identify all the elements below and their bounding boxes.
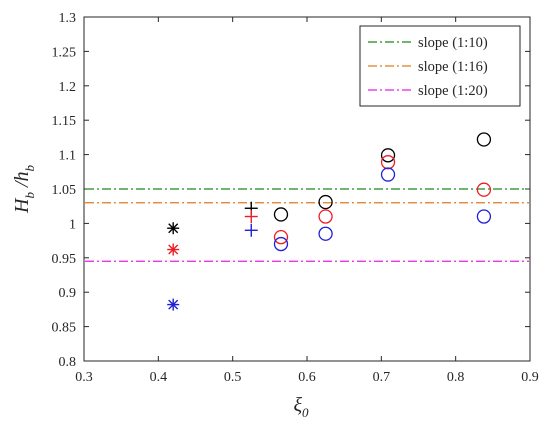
y-tick-label: 0.85 [52,321,77,336]
data-point-asterisk [167,298,180,311]
data-point-circle [380,148,396,163]
data-point-circle [273,207,289,222]
data-point-circle [318,209,333,224]
x-tick-label: 0.9 [521,370,539,385]
asterisk-stroke [168,223,179,234]
x-axis-label-main: ξ [293,394,302,416]
y-label-a-sub: b [22,192,37,199]
y-tick-label: 1.15 [52,114,77,129]
legend-label: slope (1:10) [418,35,488,51]
data-point-asterisk [167,222,180,235]
data-point-circle [380,167,396,182]
data-point-circle [273,236,289,252]
data-point-plus [244,223,258,237]
x-tick-label: 0.7 [373,370,391,385]
x-tick-label: 0.3 [75,370,93,385]
x-tick-label: 0.5 [224,370,242,385]
y-tick-label: 0.95 [52,252,77,267]
y-tick-label: 1.3 [59,11,77,26]
plot-area: 0.3 0.4 0.5 0.6 0.7 0.8 0.9 0.8 0.85 0.9 0.95 1 1.05… [11,11,539,420]
y-label-a: H [11,197,33,214]
data-point-asterisk [167,243,180,256]
data-point-circle [476,209,492,224]
y-label-b: h [11,171,33,181]
data-point-circle [318,194,333,210]
x-tick-label: 0.8 [447,370,465,385]
y-label-b-sub: b [22,164,37,171]
data-point-plus [244,210,258,224]
y-tick-label: 1 [69,217,76,232]
data-point-circle [273,230,289,245]
x-tick-label: 0.4 [150,370,168,385]
y-tick-label: 1.05 [52,183,77,198]
y-tick-label: 1.25 [52,45,77,60]
asterisk-stroke [168,244,179,255]
y-axis-label: Hb /hb [11,164,37,214]
x-tick-label: 0.6 [298,370,316,385]
data-point-circle [476,132,492,147]
legend-label: slope (1:20) [418,83,488,99]
legend-label: slope (1:16) [418,59,488,75]
y-tick-label: 0.8 [59,355,77,370]
x-axis-label-sub: 0 [302,405,309,420]
asterisk-stroke [168,299,179,310]
x-axis-label: ξ0 [293,394,309,420]
y-tick-label: 1.2 [59,80,77,95]
data-point-circle [318,226,333,241]
y-tick-label: 1.1 [59,149,77,164]
data-point-circle [476,182,492,197]
y-tick-label: 0.9 [59,286,77,301]
y-label-sep: / [11,179,33,192]
